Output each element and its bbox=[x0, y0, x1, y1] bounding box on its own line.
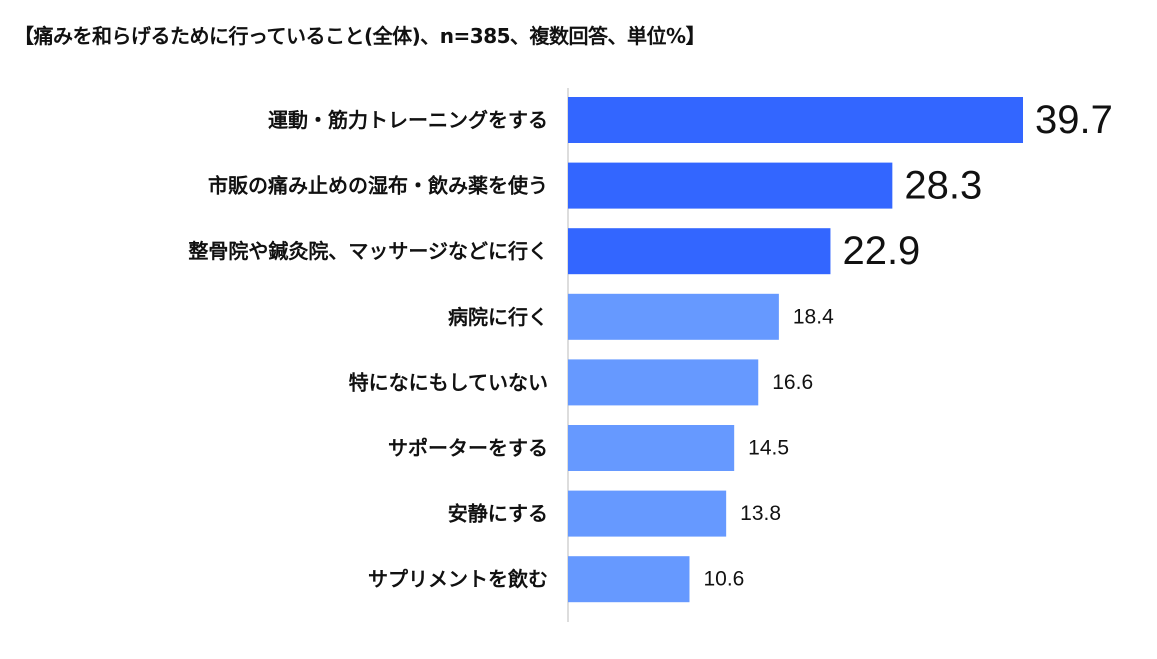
bar-8 bbox=[568, 556, 690, 603]
bar-6 bbox=[568, 425, 735, 471]
value-label-7: 13.8 bbox=[740, 502, 781, 525]
value-label-6: 14.5 bbox=[748, 437, 789, 460]
category-label-5: 特になにもしていない bbox=[349, 370, 548, 394]
value-label-5: 16.6 bbox=[772, 371, 813, 394]
category-label-8: サプリメントを飲む bbox=[368, 567, 548, 591]
value-label-1: 39.7 bbox=[1035, 98, 1113, 142]
bar-2 bbox=[568, 162, 893, 209]
category-label-3: 整骨院や鍼灸院、マッサージなどに行く bbox=[187, 239, 548, 263]
category-labels-group: 運動・筋力トレーニングをする市販の痛み止めの湿布・飲み薬を使う整骨院や鍼灸院、マ… bbox=[187, 108, 548, 591]
chart-title: 【痛みを和らげるために行っていること(全体)、n=385、複数回答、単位%】 bbox=[14, 24, 706, 48]
bars-group bbox=[568, 97, 1023, 603]
bar-1 bbox=[568, 97, 1023, 143]
bar-3 bbox=[568, 228, 831, 275]
category-label-7: 安静にする bbox=[448, 502, 548, 526]
value-label-4: 18.4 bbox=[793, 305, 834, 328]
value-labels-group: 39.7 28.3 22.9 18.4 16.6 14.5 13.8 10.6 bbox=[703, 98, 1112, 591]
category-label-1: 運動・筋力トレーニングをする bbox=[268, 108, 548, 132]
category-label-4: 病院に行く bbox=[448, 305, 548, 329]
value-label-8: 10.6 bbox=[703, 568, 744, 591]
bar-5 bbox=[568, 359, 759, 406]
value-label-2: 28.3 bbox=[904, 164, 982, 208]
bar-7 bbox=[568, 490, 727, 537]
value-label-3: 22.9 bbox=[842, 229, 920, 273]
category-label-6: サポーターをする bbox=[388, 436, 548, 460]
category-label-2: 市販の痛み止めの湿布・飲み薬を使う bbox=[208, 174, 548, 198]
bar-4 bbox=[568, 293, 779, 340]
